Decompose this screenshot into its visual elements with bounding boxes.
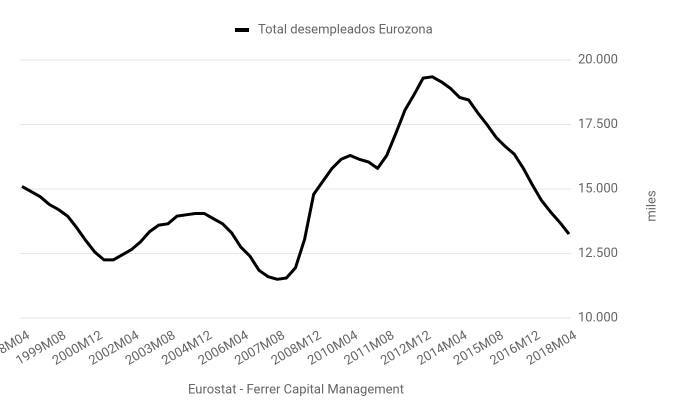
data-line xyxy=(21,75,571,281)
y-tick-label: 10.000 xyxy=(578,310,618,325)
legend-label: Total desempleados Eurozona xyxy=(258,22,433,37)
y-axis-label: miles xyxy=(644,190,659,222)
source: Eurostat - Ferrer Capital Management xyxy=(188,382,404,397)
y-tick-label: 12.500 xyxy=(578,246,618,261)
y-tick-label: 15.000 xyxy=(578,181,618,196)
y-tick-label: 17.500 xyxy=(578,117,618,132)
y-tick-label: 20.000 xyxy=(578,52,618,67)
